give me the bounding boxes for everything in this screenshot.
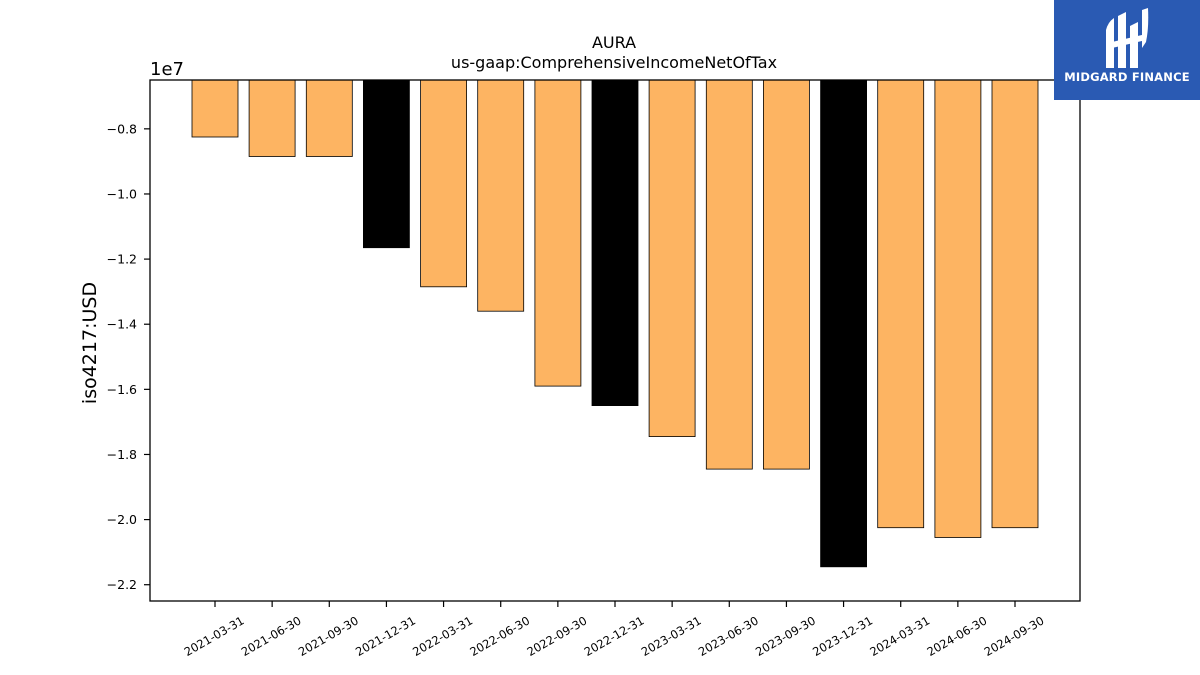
y-tick-label: −1.8 — [107, 447, 137, 462]
y-tick-label: −1.2 — [107, 252, 137, 267]
bar — [877, 79, 925, 529]
midgard-finance-logo: MIDGARD FINANCE — [1054, 0, 1200, 100]
bar — [191, 79, 239, 138]
bar — [362, 79, 410, 249]
bar — [763, 79, 810, 470]
x-tick-label: 2023-06-30 — [696, 613, 761, 659]
y-tick-label: −1.0 — [107, 186, 137, 201]
bar — [991, 79, 1039, 529]
y-tick-label: −2.0 — [107, 512, 137, 527]
logo-mark-icon — [1106, 8, 1149, 68]
bar — [420, 79, 468, 288]
chart-subtitle: us-gaap:ComprehensiveIncomeNetOfTax — [451, 53, 777, 72]
bar — [534, 79, 582, 387]
x-tick-label: 2023-12-31 — [810, 613, 875, 659]
bar — [477, 79, 525, 312]
x-tick-label: 2022-12-31 — [582, 613, 647, 659]
bar — [934, 79, 982, 538]
y-tick-label: −1.4 — [107, 317, 137, 332]
y-tick-label: −0.8 — [107, 121, 137, 136]
x-tick-label: 2021-12-31 — [353, 613, 418, 659]
x-tick-label: 2024-03-31 — [867, 613, 932, 659]
bars-group — [191, 79, 1039, 568]
x-tick-label: 2021-03-31 — [182, 613, 247, 659]
plot-frame — [149, 79, 1081, 602]
y-axis-label: iso4217:USD — [79, 282, 101, 404]
x-ticks-group: 2021-03-312021-06-302021-09-302021-12-31… — [182, 601, 1047, 659]
y-axis-offset-label: 1e7 — [150, 59, 184, 80]
bar — [820, 79, 867, 568]
bar — [705, 79, 753, 470]
x-tick-label: 2023-03-31 — [639, 613, 704, 659]
logo-text: MIDGARD FINANCE — [1064, 70, 1190, 84]
x-tick-label: 2023-09-30 — [753, 613, 818, 659]
y-ticks-group: −0.8 −1.0 −1.2 −1.4 −1.6 −1.8 −2.0 −2.2 — [107, 121, 150, 592]
x-tick-label: 2022-03-31 — [410, 613, 475, 659]
x-tick-label: 2022-09-30 — [524, 613, 589, 659]
bar — [248, 79, 296, 157]
x-tick-label: 2024-09-30 — [982, 613, 1047, 659]
bar — [648, 79, 696, 438]
bar — [591, 79, 639, 407]
x-tick-label: 2021-09-30 — [296, 613, 361, 659]
y-tick-label: −1.6 — [107, 382, 137, 397]
y-tick-label: −2.2 — [107, 577, 137, 592]
chart-title: AURA — [592, 33, 636, 52]
x-tick-label: 2024-06-30 — [924, 613, 989, 659]
bar — [305, 79, 353, 157]
x-tick-label: 2021-06-30 — [239, 613, 304, 659]
x-tick-label: 2022-06-30 — [467, 613, 532, 659]
